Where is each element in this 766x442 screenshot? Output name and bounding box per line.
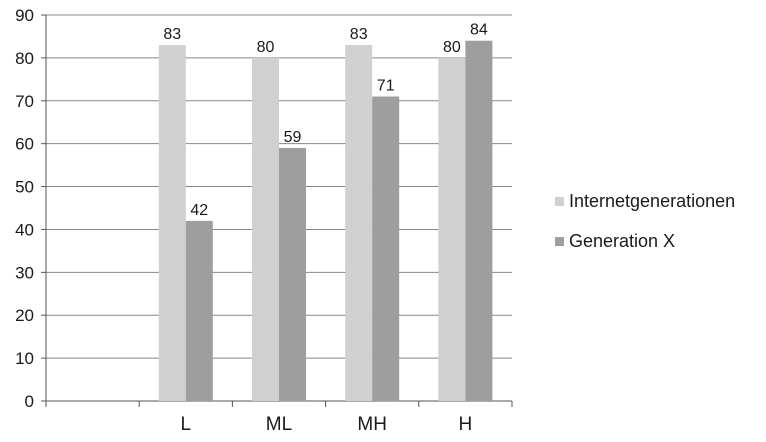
data-label: 83: [163, 26, 181, 43]
data-label: 42: [190, 202, 208, 219]
y-tick-label: 30: [15, 263, 34, 282]
bar: [345, 45, 373, 402]
x-category-label: ML: [266, 414, 292, 435]
bar: [438, 57, 466, 402]
bar: [465, 40, 493, 401]
bar: [279, 147, 306, 401]
bar: [185, 220, 213, 401]
x-category-label: MH: [357, 414, 387, 435]
data-label: 59: [284, 129, 302, 146]
data-label: 84: [470, 22, 488, 39]
legend-swatch: [555, 197, 564, 206]
bar: [252, 57, 279, 402]
y-tick-label: 60: [15, 135, 34, 154]
y-tick-label: 80: [15, 49, 34, 68]
legend-label: Internetgenerationen: [569, 191, 735, 211]
bar: [372, 96, 400, 401]
legend-swatch: [555, 237, 564, 246]
legend-label: Generation X: [569, 231, 675, 251]
y-tick-label: 50: [15, 178, 34, 197]
bar: [158, 45, 186, 402]
data-label: 71: [377, 77, 395, 94]
x-category-label: H: [459, 414, 473, 435]
y-tick-label: 10: [15, 349, 34, 368]
y-tick-label: 0: [25, 392, 34, 411]
data-label: 80: [257, 39, 275, 56]
y-tick-label: 70: [15, 92, 34, 111]
data-label: 80: [443, 39, 461, 56]
data-label: 83: [350, 26, 368, 43]
y-tick-label: 20: [15, 306, 34, 325]
y-tick-label: 40: [15, 220, 34, 239]
y-tick-label: 90: [15, 6, 34, 25]
x-category-label: L: [181, 414, 192, 435]
